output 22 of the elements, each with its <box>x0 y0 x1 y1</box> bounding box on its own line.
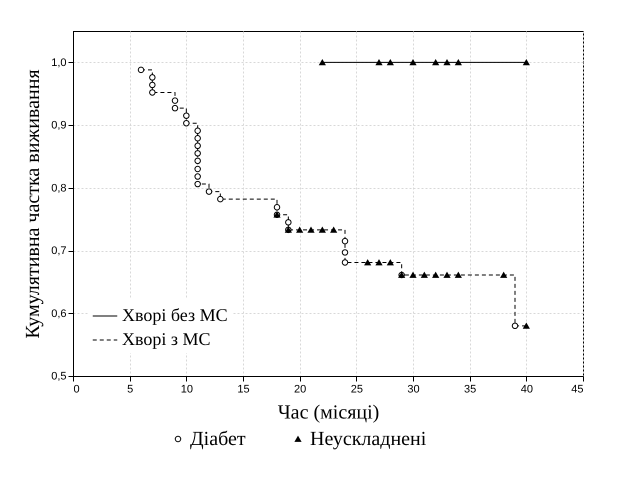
legend-label: Діабет <box>190 428 246 450</box>
x-tick-label: 35 <box>464 384 476 396</box>
legend-label: Хворі з МС <box>122 329 210 349</box>
legend-label: Неускладнені <box>310 428 427 450</box>
y-tick-label: 1,0 <box>51 56 66 69</box>
x-tick-label: 25 <box>350 384 363 396</box>
y-tick-label: 0,7 <box>51 245 66 258</box>
x-tick-label: 20 <box>294 384 306 396</box>
x-tick-label: 40 <box>520 384 533 396</box>
x-tick-label: 10 <box>180 384 193 396</box>
y-axis-title: Кумулятивна частка виживання <box>22 69 44 339</box>
x-tick-label: 5 <box>127 384 134 396</box>
x-tick-label: 0 <box>74 384 80 396</box>
x-tick-label: 15 <box>237 384 250 396</box>
y-tick-label: 0,5 <box>51 370 66 382</box>
y-tick-label: 0,6 <box>51 308 66 320</box>
y-tick-label: 0,9 <box>51 120 66 132</box>
legend-label: Хворі без МС <box>122 305 228 325</box>
x-tick-label: 30 <box>407 384 420 396</box>
x-tick-label: 45 <box>571 384 584 396</box>
x-axis-title: Час (місяці) <box>278 402 380 424</box>
y-tick-label: 0,8 <box>51 182 66 194</box>
